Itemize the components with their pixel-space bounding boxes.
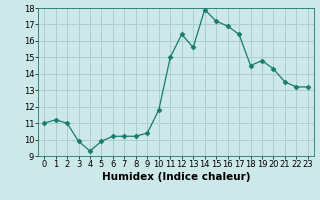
X-axis label: Humidex (Indice chaleur): Humidex (Indice chaleur) xyxy=(102,172,250,182)
